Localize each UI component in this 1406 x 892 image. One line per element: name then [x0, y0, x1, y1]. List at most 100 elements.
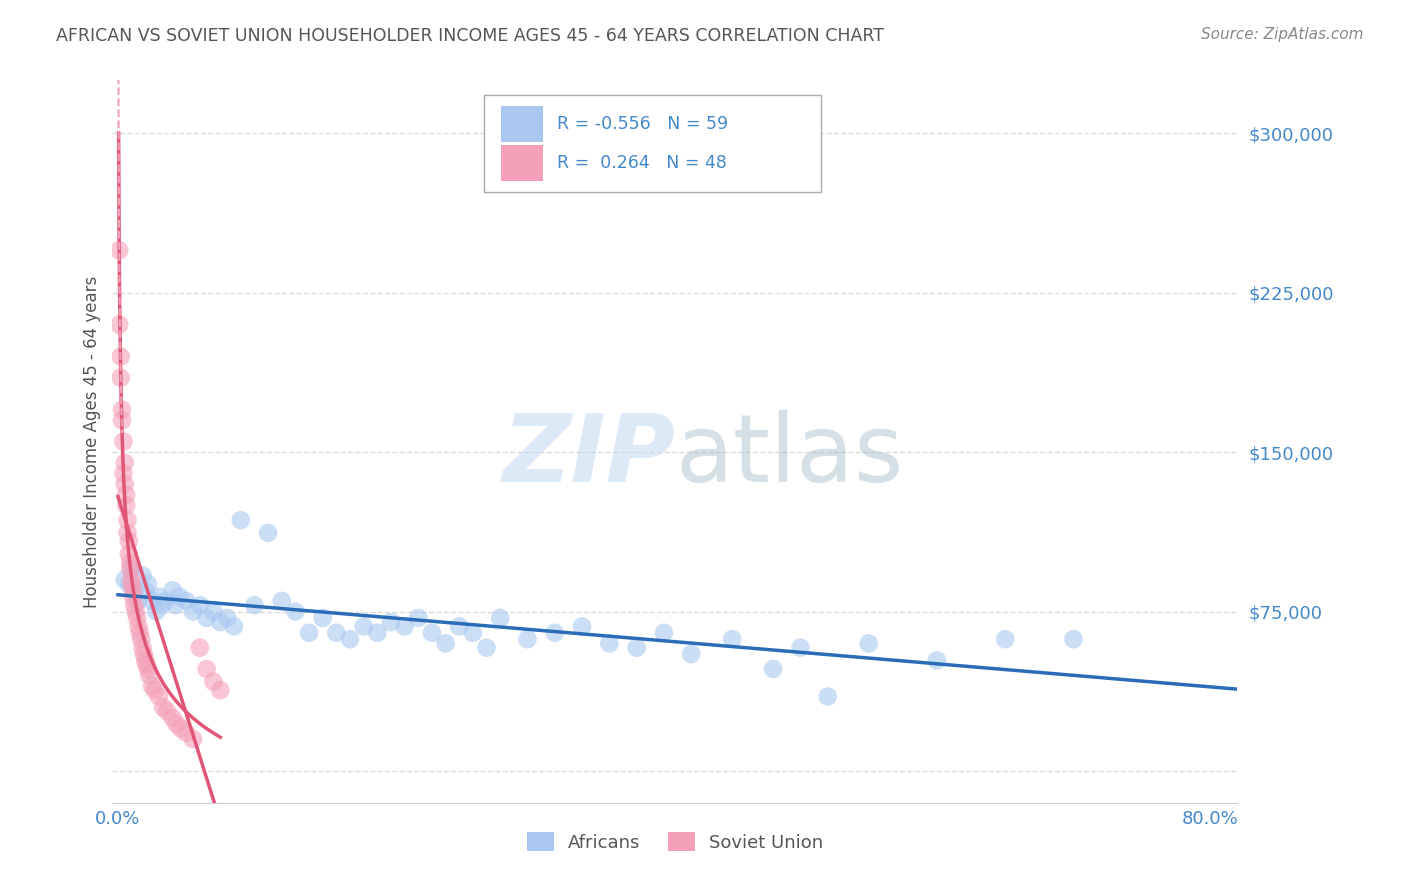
Point — [131, 568, 153, 582]
Point — [298, 625, 321, 640]
Point — [115, 498, 138, 512]
Point — [114, 477, 136, 491]
Point — [721, 632, 744, 647]
Point — [544, 625, 567, 640]
Point — [325, 625, 347, 640]
FancyBboxPatch shape — [501, 145, 543, 181]
Point — [229, 513, 252, 527]
Y-axis label: Householder Income Ages 45 - 64 years: Householder Income Ages 45 - 64 years — [83, 276, 101, 607]
Point — [925, 653, 948, 667]
Point — [434, 636, 457, 650]
Point — [150, 598, 173, 612]
Text: ZIP: ZIP — [502, 410, 675, 502]
Point — [134, 653, 156, 667]
Point — [135, 657, 157, 672]
Point — [122, 583, 145, 598]
Point — [111, 402, 134, 417]
Point — [516, 632, 538, 647]
Point — [188, 598, 211, 612]
Point — [165, 598, 187, 612]
Point — [598, 636, 620, 650]
Point — [181, 732, 204, 747]
Point — [111, 413, 134, 427]
FancyBboxPatch shape — [484, 95, 821, 193]
Point — [148, 690, 170, 704]
Point — [1062, 632, 1084, 647]
Point — [162, 583, 184, 598]
Point — [174, 594, 197, 608]
Point — [257, 525, 280, 540]
Point — [449, 619, 471, 633]
Point — [489, 611, 512, 625]
Point — [353, 619, 375, 633]
Point — [858, 636, 880, 650]
Point — [152, 700, 174, 714]
Point — [181, 605, 204, 619]
Point — [155, 594, 177, 608]
Point — [112, 434, 135, 449]
Point — [681, 647, 703, 661]
Point — [132, 647, 155, 661]
Point — [124, 598, 146, 612]
Point — [143, 683, 166, 698]
Point — [270, 594, 292, 608]
Point — [366, 625, 388, 640]
Point — [127, 619, 149, 633]
Point — [571, 619, 593, 633]
Point — [131, 640, 153, 655]
Point — [115, 488, 138, 502]
Point — [108, 318, 131, 332]
Point — [817, 690, 839, 704]
Point — [118, 534, 141, 549]
Point — [117, 525, 139, 540]
Point — [394, 619, 416, 633]
Point — [195, 662, 218, 676]
Point — [117, 513, 139, 527]
Point — [188, 640, 211, 655]
Point — [994, 632, 1017, 647]
Point — [136, 662, 159, 676]
Point — [122, 590, 145, 604]
Point — [195, 611, 218, 625]
Point — [120, 562, 142, 576]
Point — [121, 577, 143, 591]
Point — [141, 594, 163, 608]
Point — [134, 583, 156, 598]
Point — [243, 598, 266, 612]
Point — [136, 577, 159, 591]
Point — [112, 467, 135, 481]
Point — [127, 594, 149, 608]
Point — [222, 619, 245, 633]
Point — [762, 662, 785, 676]
Point — [380, 615, 402, 630]
Point — [217, 611, 239, 625]
Point — [284, 605, 307, 619]
Point — [475, 640, 498, 655]
Text: atlas: atlas — [675, 410, 903, 502]
Point — [209, 683, 232, 698]
Point — [202, 605, 225, 619]
Point — [121, 573, 143, 587]
Text: R =  0.264   N = 48: R = 0.264 N = 48 — [557, 154, 727, 172]
Point — [110, 371, 132, 385]
Point — [125, 611, 148, 625]
Point — [339, 632, 361, 647]
Point — [114, 456, 136, 470]
Text: AFRICAN VS SOVIET UNION HOUSEHOLDER INCOME AGES 45 - 64 YEARS CORRELATION CHART: AFRICAN VS SOVIET UNION HOUSEHOLDER INCO… — [56, 27, 884, 45]
Point — [626, 640, 648, 655]
Point — [209, 615, 232, 630]
Point — [124, 583, 146, 598]
Legend: Africans, Soviet Union: Africans, Soviet Union — [519, 825, 831, 859]
Point — [652, 625, 675, 640]
Point — [202, 674, 225, 689]
Point — [118, 577, 141, 591]
Point — [128, 625, 150, 640]
Point — [118, 547, 141, 561]
Point — [406, 611, 429, 625]
Point — [166, 717, 188, 731]
Point — [162, 711, 184, 725]
Point — [129, 632, 152, 647]
Point — [110, 350, 132, 364]
Point — [141, 679, 163, 693]
Point — [138, 668, 160, 682]
